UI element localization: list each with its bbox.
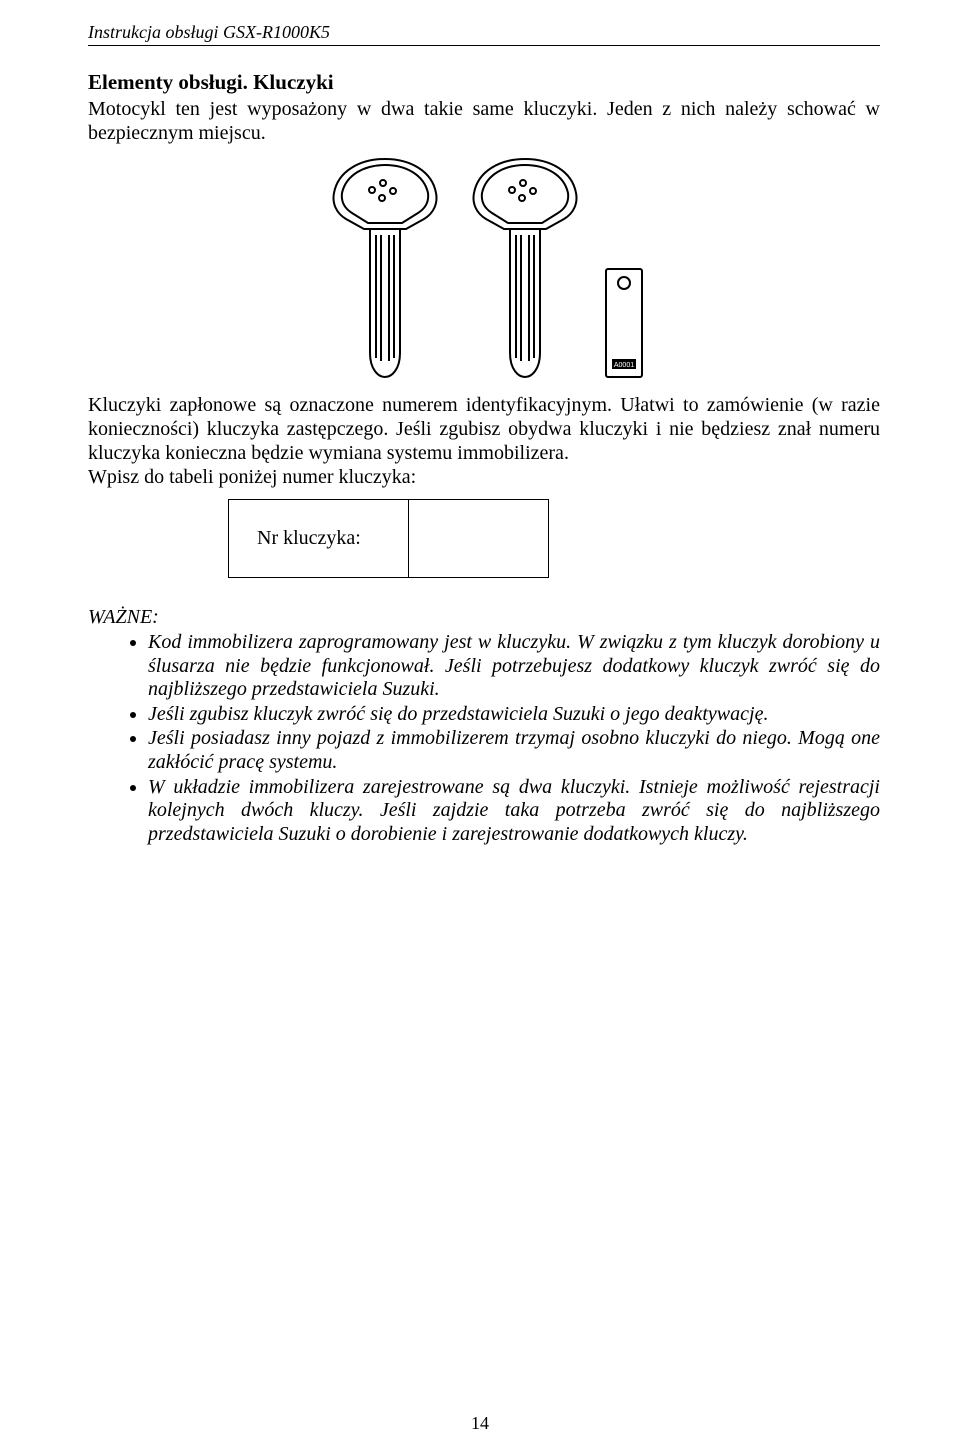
section-heading: Elementy obsługi. Kluczyki [88, 70, 880, 95]
key-number-label-cell: Nr kluczyka: [229, 500, 409, 578]
key-number-table-wrap: Nr kluczyka: [88, 499, 880, 578]
paragraph-table-prompt: Wpisz do tabeli poniżej numer kluczyka: [88, 465, 880, 489]
key-number-value-cell[interactable] [409, 500, 549, 578]
list-item: Kod immobilizera zaprogramowany jest w k… [148, 631, 880, 702]
key-icon-right [460, 153, 590, 383]
tag-label: A0001 [614, 362, 634, 369]
paragraph-ignition: Kluczyki zapłonowe są oznaczone numerem … [88, 393, 880, 465]
list-item: Jeśli posiadasz inny pojazd z immobilize… [148, 727, 880, 774]
important-label: WAŻNE: [88, 606, 880, 629]
paragraph-intro: Motocykl ten jest wyposażony w dwa takie… [88, 97, 880, 145]
keys-illustration: A0001 [88, 153, 880, 383]
list-item: Jeśli zgubisz kluczyk zwróć się do przed… [148, 703, 880, 727]
key-tag-icon: A0001 [600, 263, 648, 383]
key-icon-left [320, 153, 450, 383]
important-notes-list: Kod immobilizera zaprogramowany jest w k… [88, 631, 880, 846]
key-number-table: Nr kluczyka: [228, 499, 549, 578]
list-item: W układzie immobilizera zarejestrowane s… [148, 776, 880, 847]
page-number: 14 [0, 1413, 960, 1434]
document-header: Instrukcja obsługi GSX-R1000K5 [88, 22, 880, 46]
